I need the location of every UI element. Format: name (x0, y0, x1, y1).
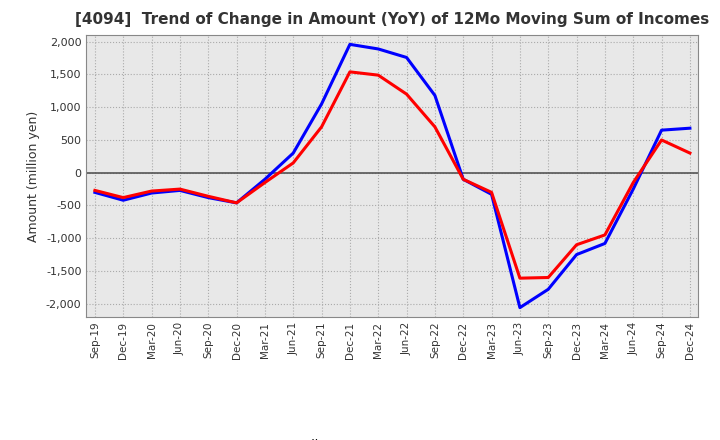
Net Income (176, 187, 184, 192)
Ordinary Income (176, 188, 184, 193)
Line: Net Income: Net Income (95, 72, 690, 278)
Net Income (374, 73, 382, 78)
Net Income (629, 180, 637, 185)
Legend: Ordinary Income, Net Income: Ordinary Income, Net Income (246, 434, 539, 440)
Ordinary Income (402, 55, 411, 60)
Net Income (544, 275, 552, 280)
Net Income (346, 69, 354, 74)
Ordinary Income (119, 198, 127, 203)
Net Income (318, 124, 326, 129)
Net Income (657, 137, 666, 143)
Y-axis label: Amount (million yen): Amount (million yen) (27, 110, 40, 242)
Ordinary Income (318, 101, 326, 106)
Net Income (91, 188, 99, 193)
Ordinary Income (261, 176, 269, 182)
Net Income (119, 195, 127, 200)
Ordinary Income (487, 192, 496, 197)
Ordinary Income (685, 125, 694, 131)
Net Income (459, 176, 467, 182)
Ordinary Income (516, 305, 524, 310)
Ordinary Income (459, 176, 467, 182)
Ordinary Income (374, 46, 382, 51)
Net Income (516, 275, 524, 281)
Ordinary Income (431, 93, 439, 98)
Ordinary Income (629, 187, 637, 192)
Net Income (402, 92, 411, 97)
Ordinary Income (346, 42, 354, 47)
Net Income (600, 232, 609, 238)
Ordinary Income (91, 190, 99, 195)
Ordinary Income (572, 252, 581, 257)
Line: Ordinary Income: Ordinary Income (95, 44, 690, 308)
Ordinary Income (600, 241, 609, 246)
Net Income (233, 200, 241, 205)
Net Income (289, 160, 297, 165)
Net Income (431, 124, 439, 129)
Title: [4094]  Trend of Change in Amount (YoY) of 12Mo Moving Sum of Incomes: [4094] Trend of Change in Amount (YoY) o… (76, 12, 709, 27)
Net Income (572, 242, 581, 247)
Ordinary Income (233, 200, 241, 205)
Ordinary Income (204, 195, 212, 200)
Ordinary Income (544, 286, 552, 292)
Ordinary Income (148, 191, 156, 196)
Net Income (148, 188, 156, 194)
Net Income (261, 180, 269, 185)
Net Income (487, 190, 496, 195)
Ordinary Income (657, 128, 666, 133)
Net Income (204, 194, 212, 199)
Net Income (685, 150, 694, 156)
Ordinary Income (289, 150, 297, 156)
